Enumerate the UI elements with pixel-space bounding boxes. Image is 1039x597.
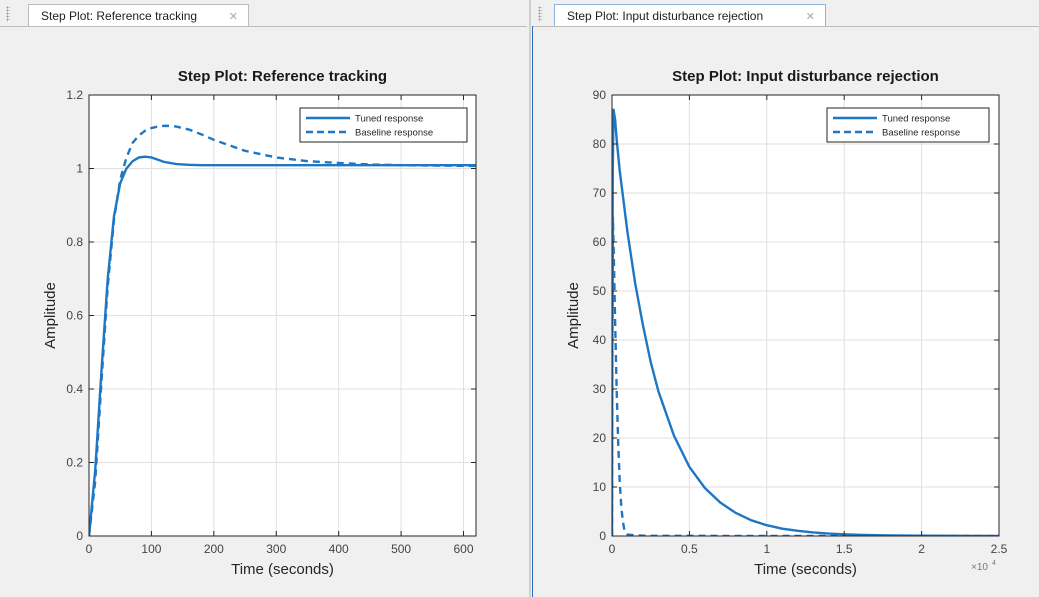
y-tick-label: 80 [593, 137, 607, 151]
panel-splitter[interactable] [529, 0, 531, 597]
tab-input-disturbance-rejection[interactable]: Step Plot: Input disturbance rejection ✕ [554, 4, 826, 27]
y-tick-label: 0 [76, 529, 83, 543]
x-axis-multiplier-exponent: 4 [992, 560, 996, 567]
step-plot-input-disturbance-rejection: 0 0.5 1 1.5 2 2.5 0 10 20 30 40 50 60 70 80 90 Step Plot… [565, 68, 1008, 578]
y-tick-label: 0.4 [66, 382, 83, 396]
legend-entry-label: Baseline response [882, 128, 960, 139]
chart-title: Step Plot: Reference tracking [178, 68, 387, 85]
tab-strip-border [532, 26, 1039, 27]
x-tick-label: 600 [454, 542, 474, 556]
plot-panel-input-disturbance: Step Plot: Input disturbance rejection ✕… [532, 0, 1039, 597]
legend-entry-label: Baseline response [355, 128, 433, 139]
axes-box [611, 94, 1000, 537]
tab-reference-tracking[interactable]: Step Plot: Reference tracking ✕ [28, 4, 249, 27]
active-panel-border [532, 26, 533, 597]
series-line-baseline [612, 216, 999, 536]
y-tick-label: 1.2 [66, 88, 83, 102]
y-tick-label: 10 [593, 480, 607, 494]
y-tick-label: 90 [593, 88, 607, 102]
x-tick-label: 200 [204, 542, 224, 556]
legend: Tuned response Baseline response [299, 107, 468, 143]
close-icon[interactable]: ✕ [228, 10, 238, 23]
plot-panel-reference-tracking: Step Plot: Reference tracking ✕ 0 100 200 3… [0, 0, 527, 578]
y-axis-label: Amplitude [42, 282, 59, 349]
series-line-tuned [612, 108, 999, 536]
legend: Tuned response Baseline response [826, 107, 990, 143]
x-tick-label: 400 [329, 542, 349, 556]
y-tick-label: 50 [593, 284, 607, 298]
tab-strip-left: Step Plot: Reference tracking ✕ [0, 0, 527, 27]
y-tick-label: 1 [76, 162, 83, 176]
y-tick-label: 0 [599, 529, 606, 543]
plot-area [612, 95, 999, 536]
x-axis-label: Time (seconds) [231, 561, 334, 578]
x-axis-label: Time (seconds) [754, 561, 857, 578]
x-tick-label: 300 [266, 542, 286, 556]
y-tick-label: 0.2 [66, 456, 83, 470]
tab-strip-border [0, 26, 527, 27]
close-icon[interactable]: ✕ [805, 10, 815, 23]
y-tick-label: 40 [593, 333, 607, 347]
y-axis-label: Amplitude [565, 282, 582, 349]
x-axis-multiplier: ×10 [971, 562, 988, 573]
y-tick-label: 20 [593, 431, 607, 445]
y-tick-label: 60 [593, 235, 607, 249]
y-tick-label: 0.8 [66, 235, 83, 249]
legend-entry-label: Tuned response [355, 114, 423, 125]
step-plot-reference-tracking: 0 100 200 300 400 500 600 0 0.2 0.4 0.6 0.8 1 1.2 Step… [42, 68, 477, 578]
x-tick-label: 1.5 [836, 542, 853, 556]
y-tick-label: 0.6 [66, 309, 83, 323]
x-tick-label: 0 [86, 542, 93, 556]
x-tick-label: 1 [763, 542, 770, 556]
x-tick-label: 500 [391, 542, 411, 556]
legend-entry-label: Tuned response [882, 114, 950, 125]
x-tick-label: 2.5 [991, 542, 1008, 556]
chart-title: Step Plot: Input disturbance rejection [672, 68, 939, 85]
x-tick-label: 2 [918, 542, 925, 556]
tab-strip-right: Step Plot: Input disturbance rejection ✕ [532, 0, 1039, 27]
x-tick-label: 0 [609, 542, 616, 556]
legend-box [299, 107, 468, 143]
series-line-baseline [89, 124, 476, 536]
legend-box [826, 107, 990, 143]
tab-label: Step Plot: Reference tracking [41, 9, 198, 23]
y-tick-label: 70 [593, 186, 607, 200]
x-tick-label: 0.5 [681, 542, 698, 556]
drag-grip-icon[interactable] [6, 6, 10, 22]
drag-grip-icon[interactable] [538, 6, 542, 22]
y-tick-label: 30 [593, 382, 607, 396]
x-tick-label: 100 [141, 542, 161, 556]
tab-label: Step Plot: Input disturbance rejection [567, 9, 764, 23]
